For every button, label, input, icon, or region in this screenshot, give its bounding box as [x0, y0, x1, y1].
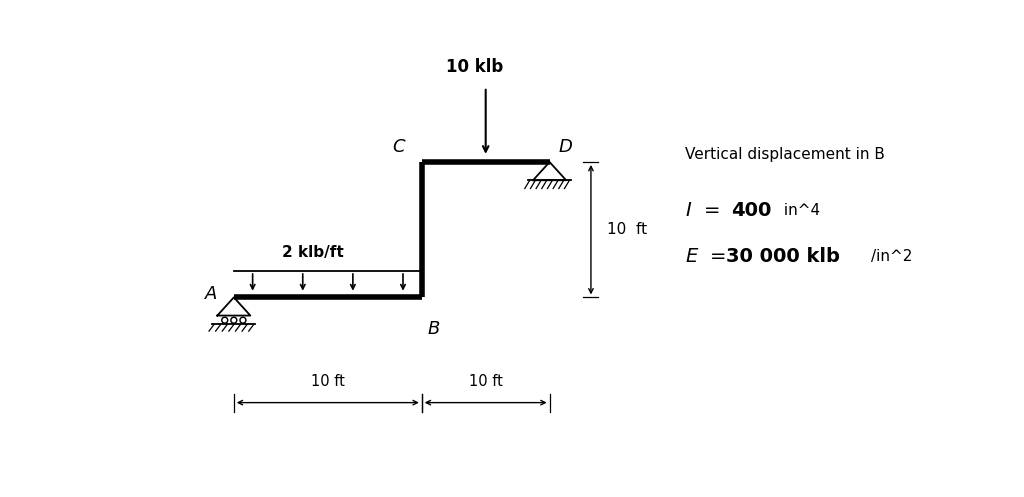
Text: $\mathit{E}$  =: $\mathit{E}$ =: [685, 247, 728, 265]
Text: 10 ft: 10 ft: [311, 374, 345, 389]
Text: 2 klb/ft: 2 klb/ft: [282, 245, 344, 260]
Text: Vertical displacement in B: Vertical displacement in B: [685, 147, 885, 162]
Text: 30 000 klb: 30 000 klb: [726, 247, 840, 265]
Text: /in^2: /in^2: [871, 248, 912, 263]
Text: $\mathit{I}$  =: $\mathit{I}$ =: [685, 201, 728, 220]
Text: A: A: [205, 285, 217, 303]
Text: B: B: [428, 320, 440, 338]
Text: 10  ft: 10 ft: [607, 222, 647, 237]
Text: C: C: [392, 138, 406, 156]
Text: 10 klb: 10 klb: [445, 58, 503, 76]
Text: 10 ft: 10 ft: [469, 374, 503, 389]
Text: 400: 400: [731, 201, 772, 220]
Text: in^4: in^4: [779, 203, 820, 218]
Text: D: D: [559, 138, 572, 156]
